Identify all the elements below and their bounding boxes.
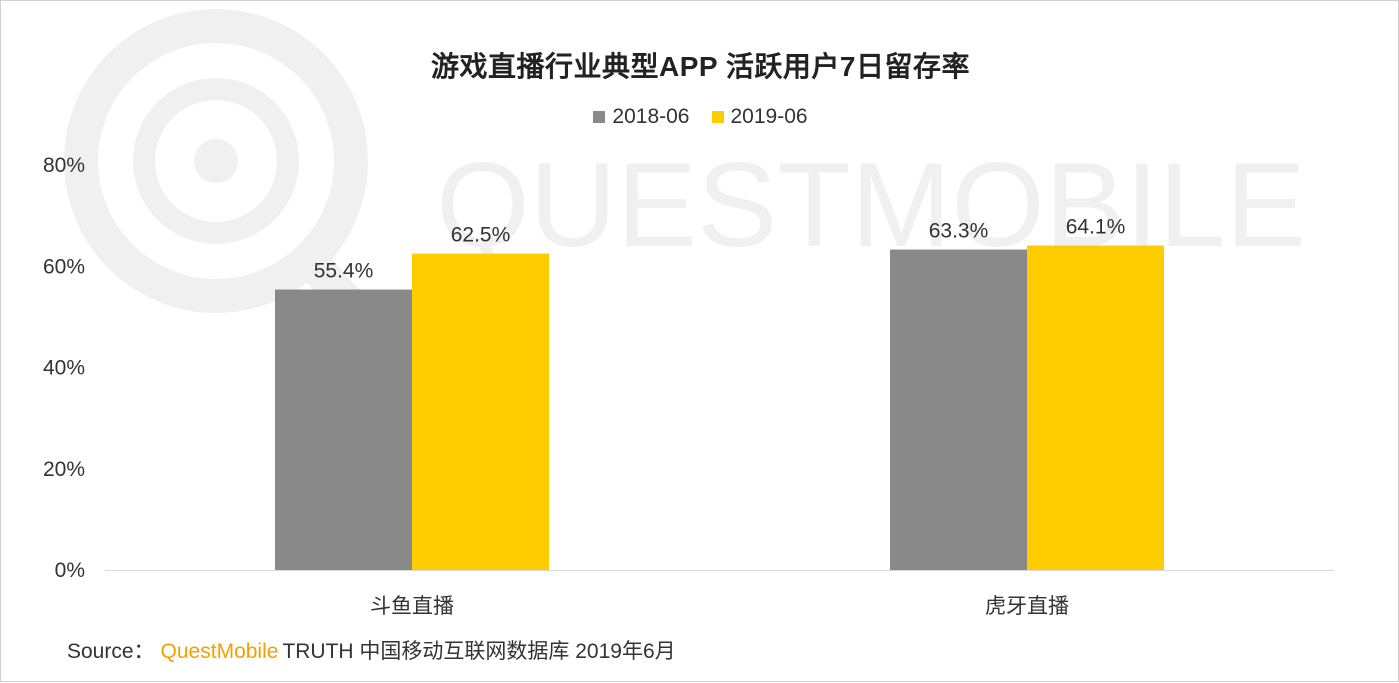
legend-label-2018: 2018-06 xyxy=(612,105,690,128)
source-brand: QuestMobile xyxy=(160,640,279,663)
bar-2019-06-1 xyxy=(1027,245,1164,570)
data-label: 55.4% xyxy=(314,260,374,283)
x-category-label: 虎牙直播 xyxy=(985,595,1069,618)
y-tick-label: 0% xyxy=(55,559,85,582)
data-label: 62.5% xyxy=(451,224,511,247)
y-tick-label: 40% xyxy=(43,357,85,380)
source-label: Source： xyxy=(67,640,155,663)
source-line: Source： QuestMobile TRUTH 中国移动互联网数据库 2019年… xyxy=(67,635,676,665)
y-tick-label: 80% xyxy=(43,154,85,177)
legend: 2018-06 2019-06 xyxy=(1,105,1399,129)
y-tick-label: 60% xyxy=(43,255,85,278)
legend-swatch-2019 xyxy=(711,111,724,123)
legend-item-2019: 2019-06 xyxy=(711,105,808,129)
legend-label-2019: 2019-06 xyxy=(730,105,808,128)
x-category-label: 斗鱼直播 xyxy=(370,595,454,618)
bar-2018-06-0 xyxy=(275,289,412,570)
chart-title: 游戏直播行业典型APP 活跃用户7日留存率 xyxy=(431,51,970,82)
bar-2019-06-0 xyxy=(412,253,549,570)
legend-swatch-2018 xyxy=(593,111,606,123)
data-label: 63.3% xyxy=(929,220,989,243)
y-tick-label: 20% xyxy=(43,458,85,481)
source-text: TRUTH 中国移动互联网数据库 2019年6月 xyxy=(282,640,676,663)
data-label: 64.1% xyxy=(1066,215,1126,238)
bar-2018-06-1 xyxy=(890,249,1027,570)
legend-item-2018: 2018-06 xyxy=(593,105,690,129)
